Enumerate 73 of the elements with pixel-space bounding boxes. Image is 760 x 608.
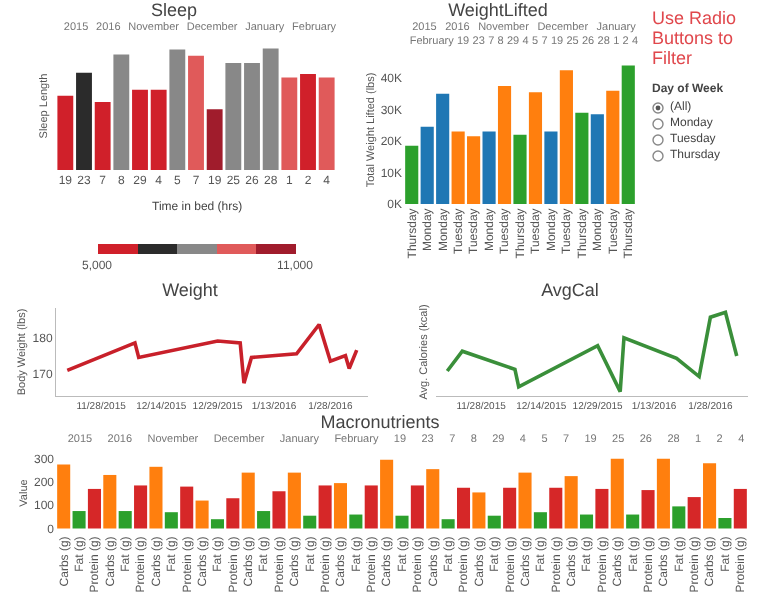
bar <box>113 54 130 170</box>
bar <box>718 518 732 529</box>
bar <box>641 490 655 529</box>
bar <box>349 514 363 529</box>
bar <box>94 101 111 170</box>
bar <box>72 511 86 529</box>
bar <box>626 514 640 529</box>
bar <box>513 134 527 204</box>
bar <box>487 515 501 529</box>
bar <box>472 492 486 529</box>
bar <box>590 114 604 204</box>
bar <box>549 487 563 529</box>
bar <box>318 77 335 170</box>
bar <box>149 466 163 529</box>
bar <box>426 469 440 529</box>
bar <box>405 145 419 204</box>
chart-title: Sleep <box>148 0 200 22</box>
bar <box>687 497 701 529</box>
bar <box>57 95 74 170</box>
bar <box>164 512 178 529</box>
bar <box>503 487 517 529</box>
bar <box>76 72 92 170</box>
bar <box>257 511 271 529</box>
bar <box>226 498 240 529</box>
bar <box>733 488 747 529</box>
bar <box>580 514 594 529</box>
bar <box>287 472 301 529</box>
bar <box>195 500 209 529</box>
bar <box>606 90 620 204</box>
chart-title: Weight <box>160 280 220 302</box>
bar <box>241 472 255 529</box>
bar <box>57 464 71 529</box>
bar <box>482 131 496 204</box>
bar <box>272 491 286 529</box>
bar <box>610 458 624 529</box>
bar <box>497 85 512 204</box>
bar <box>656 458 670 529</box>
bar <box>180 486 194 529</box>
bar <box>87 488 101 529</box>
bar <box>528 92 543 204</box>
bar <box>206 109 223 170</box>
bar <box>134 485 148 529</box>
bar <box>564 476 578 529</box>
bar <box>533 512 547 529</box>
bar <box>595 488 609 529</box>
bar <box>703 463 717 529</box>
bar <box>410 485 424 529</box>
bar <box>621 65 635 204</box>
line-series <box>65 322 359 385</box>
chart-title: AvgCal <box>539 280 601 302</box>
text: Use Radio Buttons to Filter <box>652 8 739 68</box>
bar <box>518 472 532 529</box>
bar <box>169 49 186 170</box>
bar <box>281 77 298 170</box>
bar <box>456 487 471 529</box>
bar <box>303 515 317 529</box>
bar <box>544 131 558 204</box>
bar <box>364 485 378 529</box>
bar <box>395 515 409 529</box>
bar <box>559 70 573 204</box>
bar <box>380 459 394 529</box>
bar <box>441 519 455 529</box>
bar <box>300 73 316 170</box>
bar <box>118 511 132 529</box>
bar <box>318 485 332 529</box>
bar <box>210 519 224 529</box>
chart-title: Macronutrients <box>318 412 442 434</box>
bar <box>333 483 348 529</box>
bar <box>188 55 204 170</box>
bar <box>575 112 589 204</box>
bar <box>103 474 117 529</box>
bar <box>672 506 686 529</box>
chart-title: WeightLifted <box>446 0 550 22</box>
